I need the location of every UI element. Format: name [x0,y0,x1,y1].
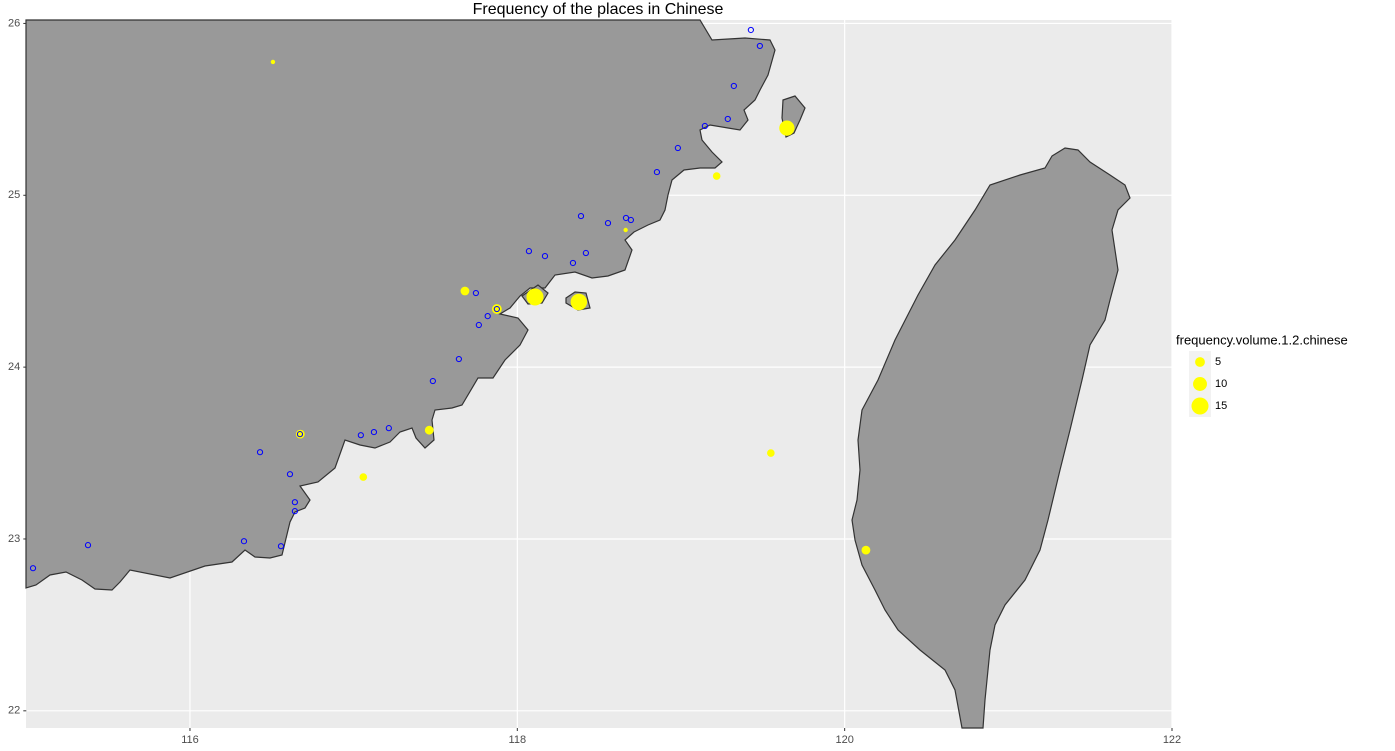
place-point [370,428,378,436]
place-point [256,449,264,456]
size-point [570,293,588,311]
legend-symbol [1193,377,1207,391]
place-point [286,471,294,478]
size-point [712,172,721,180]
x-tick-label: 120 [835,734,853,746]
place-point [472,289,480,297]
place-point [385,425,392,432]
land [25,19,1131,729]
legend-label: 10 [1215,378,1227,390]
place-point [455,355,462,363]
size-point [767,449,775,457]
place-point [525,248,533,255]
size-point [424,425,434,435]
place-point [604,220,612,227]
place-point [756,42,763,50]
x-tick-label: 118 [509,734,527,746]
place-point [627,216,635,224]
legend: 5 10 15 [1189,351,1227,417]
place-point [541,253,549,260]
chart-title: Frequency of the places in Chinese [473,1,724,18]
place-point [582,249,589,257]
place-point [240,538,248,545]
place-point [296,431,304,438]
place-point [29,565,37,572]
legend-label: 5 [1215,356,1221,368]
y-tick-label: 24 [8,361,20,373]
size-point [526,288,544,306]
place-point [291,508,298,515]
place-point [357,432,364,439]
place-point [484,312,491,320]
legend-label: 15 [1215,400,1227,412]
place-point [701,122,708,130]
x-tick-label: 122 [1163,734,1181,746]
legend-title: frequency.volume.1.2.chinese [1176,332,1348,347]
place-point [84,542,92,549]
place-point [475,321,482,329]
legend-symbol [1195,357,1205,367]
place-point [429,377,436,385]
place-point [730,82,737,90]
size-point [779,120,795,136]
y-tick-label: 26 [8,17,20,29]
size-point [861,545,871,555]
y-tick-label: 25 [8,189,20,201]
place-point [674,144,681,152]
place-point [653,168,661,176]
y-tick-label: 22 [8,705,20,717]
y-tick-label: 23 [8,533,20,545]
size-point [359,473,368,481]
size-point [623,227,628,233]
place-point [747,26,754,34]
size-point [270,59,276,65]
place-point [577,212,585,220]
place-point [277,543,285,550]
size-point [491,304,502,314]
x-tick-label: 116 [181,734,199,746]
legend-symbol [1191,397,1209,415]
place-point [291,499,298,506]
place-point [569,259,577,267]
mainland [25,19,776,591]
size-point [460,286,470,296]
place-point [493,305,500,313]
taiwan [851,147,1131,729]
points [29,26,871,572]
place-point [724,115,731,123]
